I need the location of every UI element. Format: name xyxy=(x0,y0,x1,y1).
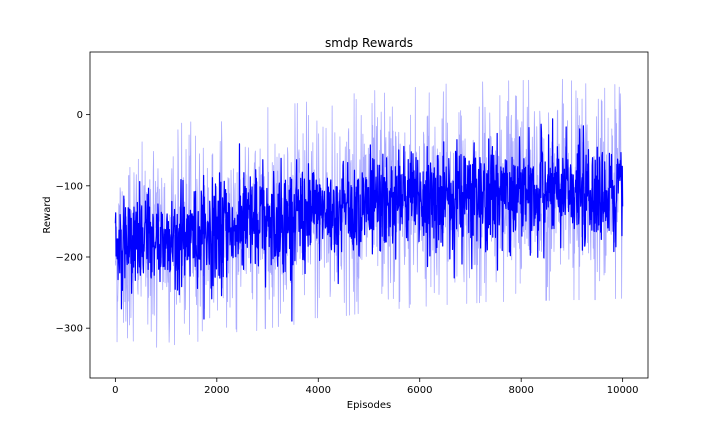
x-tick-label: 10000 xyxy=(607,385,639,396)
chart-title: smdp Rewards xyxy=(325,36,413,50)
y-tick-label: −100 xyxy=(56,181,83,192)
x-tick-label: 8000 xyxy=(508,385,533,396)
axes-frame xyxy=(89,51,649,379)
x-tick-label: 4000 xyxy=(306,385,331,396)
x-tick-label: 2000 xyxy=(204,385,229,396)
y-tick-label: −300 xyxy=(56,324,83,335)
series-mean-line xyxy=(114,118,624,322)
x-axis-label: Episodes xyxy=(347,400,391,411)
y-axis-label: Reward xyxy=(42,196,53,233)
y-tick-label: −200 xyxy=(56,252,83,263)
y-tick-label: 0 xyxy=(77,110,83,121)
x-tick-label: 0 xyxy=(112,385,118,396)
plot-area xyxy=(114,78,624,348)
x-tick-label: 6000 xyxy=(407,385,432,396)
y-axis: −300 −200 −100 0 xyxy=(56,110,90,335)
x-axis: 0 2000 4000 6000 8000 10000 xyxy=(112,378,639,396)
